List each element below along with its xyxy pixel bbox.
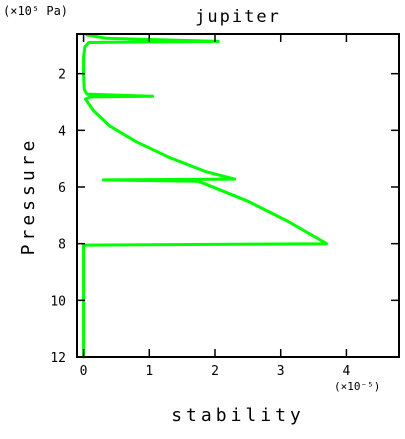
y-tick-label: 12 <box>50 351 66 366</box>
y-tick-label: 6 <box>58 181 66 196</box>
y-axis-label: Pressure <box>18 137 39 256</box>
y-tick-label: 2 <box>58 68 66 83</box>
series-line <box>82 33 329 359</box>
y-unit-label: (×10⁵ Pa) <box>3 4 68 18</box>
x-tick-label: 3 <box>277 364 285 379</box>
plot-frame <box>76 33 400 358</box>
x-tick-label: 0 <box>80 364 88 379</box>
x-tick-label: 1 <box>145 364 153 379</box>
chart-title: jupiter <box>195 7 281 27</box>
y-axis-ticks: 2 4 6 8 10 12 <box>50 68 399 366</box>
y-tick-label: 4 <box>58 124 66 139</box>
y-tick-label: 10 <box>50 294 66 309</box>
x-tick-label: 2 <box>211 364 219 379</box>
x-axis-label: stability <box>171 405 305 426</box>
x-scale-label: (×10⁻⁵) <box>334 380 380 393</box>
plot-area <box>82 33 329 359</box>
y-tick-label: 8 <box>58 238 66 253</box>
x-axis-ticks: 0 1 2 3 4 <box>80 34 351 379</box>
x-tick-label: 4 <box>343 364 351 379</box>
